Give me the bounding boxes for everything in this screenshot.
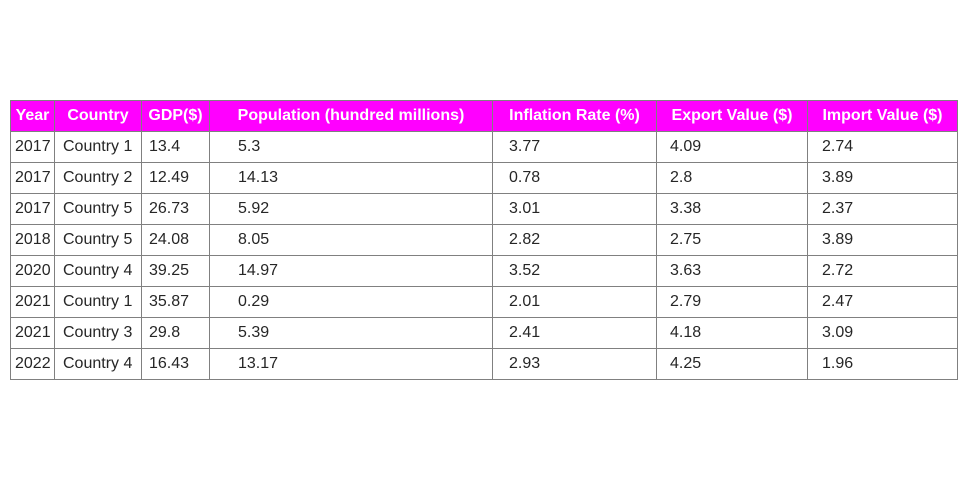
cell-inflation-rate: 2.82 — [492, 224, 657, 256]
header-cell-inflation-rate: Inflation Rate (%) — [492, 100, 657, 132]
table-row: 2020 Country 4 39.25 14.97 3.52 3.63 2.72 — [10, 255, 958, 287]
cell-gdp: 35.87 — [141, 286, 210, 318]
cell-country: Country 1 — [54, 131, 142, 163]
cell-gdp: 26.73 — [141, 193, 210, 225]
cell-population: 5.92 — [209, 193, 493, 225]
cell-year: 2017 — [10, 193, 55, 225]
cell-inflation-rate: 2.41 — [492, 317, 657, 349]
header-cell-import-value: Import Value ($) — [807, 100, 958, 132]
cell-population: 14.13 — [209, 162, 493, 194]
cell-year: 2017 — [10, 162, 55, 194]
cell-population: 13.17 — [209, 348, 493, 380]
cell-population: 0.29 — [209, 286, 493, 318]
cell-gdp: 24.08 — [141, 224, 210, 256]
cell-year: 2021 — [10, 317, 55, 349]
header-cell-country: Country — [54, 100, 142, 132]
cell-country: Country 2 — [54, 162, 142, 194]
cell-gdp: 13.4 — [141, 131, 210, 163]
cell-country: Country 4 — [54, 255, 142, 287]
cell-population: 5.39 — [209, 317, 493, 349]
cell-inflation-rate: 3.52 — [492, 255, 657, 287]
cell-import-value: 2.74 — [807, 131, 958, 163]
cell-population: 5.3 — [209, 131, 493, 163]
data-table: Year Country GDP($) Population (hundred mil… — [10, 100, 958, 380]
cell-export-value: 4.25 — [656, 348, 808, 380]
cell-import-value: 2.47 — [807, 286, 958, 318]
cell-year: 2017 — [10, 131, 55, 163]
header-cell-year: Year — [10, 100, 55, 132]
cell-country: Country 5 — [54, 193, 142, 225]
cell-year: 2018 — [10, 224, 55, 256]
cell-import-value: 2.37 — [807, 193, 958, 225]
cell-gdp: 12.49 — [141, 162, 210, 194]
cell-inflation-rate: 2.93 — [492, 348, 657, 380]
cell-inflation-rate: 0.78 — [492, 162, 657, 194]
cell-year: 2022 — [10, 348, 55, 380]
table-row: 2017 Country 2 12.49 14.13 0.78 2.8 3.89 — [10, 162, 958, 194]
cell-gdp: 29.8 — [141, 317, 210, 349]
header-cell-population: Population (hundred millions) — [209, 100, 493, 132]
cell-export-value: 2.79 — [656, 286, 808, 318]
cell-population: 8.05 — [209, 224, 493, 256]
cell-import-value: 3.09 — [807, 317, 958, 349]
cell-inflation-rate: 3.77 — [492, 131, 657, 163]
cell-year: 2021 — [10, 286, 55, 318]
header-cell-export-value: Export Value ($) — [656, 100, 808, 132]
cell-gdp: 39.25 — [141, 255, 210, 287]
cell-export-value: 4.18 — [656, 317, 808, 349]
table-row: 2021 Country 1 35.87 0.29 2.01 2.79 2.47 — [10, 286, 958, 318]
table-row: 2017 Country 5 26.73 5.92 3.01 3.38 2.37 — [10, 193, 958, 225]
table-row: 2021 Country 3 29.8 5.39 2.41 4.18 3.09 — [10, 317, 958, 349]
header-cell-gdp: GDP($) — [141, 100, 210, 132]
cell-export-value: 3.38 — [656, 193, 808, 225]
table-row: 2017 Country 1 13.4 5.3 3.77 4.09 2.74 — [10, 131, 958, 163]
cell-inflation-rate: 3.01 — [492, 193, 657, 225]
table-body: 2017 Country 1 13.4 5.3 3.77 4.09 2.74 2017 Coun… — [10, 131, 958, 380]
cell-country: Country 4 — [54, 348, 142, 380]
table-header-row: Year Country GDP($) Population (hundred mil… — [10, 100, 958, 132]
cell-country: Country 5 — [54, 224, 142, 256]
cell-inflation-rate: 2.01 — [492, 286, 657, 318]
cell-export-value: 4.09 — [656, 131, 808, 163]
cell-year: 2020 — [10, 255, 55, 287]
cell-country: Country 3 — [54, 317, 142, 349]
cell-import-value: 2.72 — [807, 255, 958, 287]
cell-export-value: 3.63 — [656, 255, 808, 287]
table-row: 2022 Country 4 16.43 13.17 2.93 4.25 1.96 — [10, 348, 958, 380]
cell-import-value: 3.89 — [807, 162, 958, 194]
cell-population: 14.97 — [209, 255, 493, 287]
cell-gdp: 16.43 — [141, 348, 210, 380]
cell-import-value: 3.89 — [807, 224, 958, 256]
cell-import-value: 1.96 — [807, 348, 958, 380]
data-table-container: Year Country GDP($) Population (hundred mil… — [10, 100, 958, 380]
table-row: 2018 Country 5 24.08 8.05 2.82 2.75 3.89 — [10, 224, 958, 256]
cell-export-value: 2.75 — [656, 224, 808, 256]
cell-country: Country 1 — [54, 286, 142, 318]
cell-export-value: 2.8 — [656, 162, 808, 194]
